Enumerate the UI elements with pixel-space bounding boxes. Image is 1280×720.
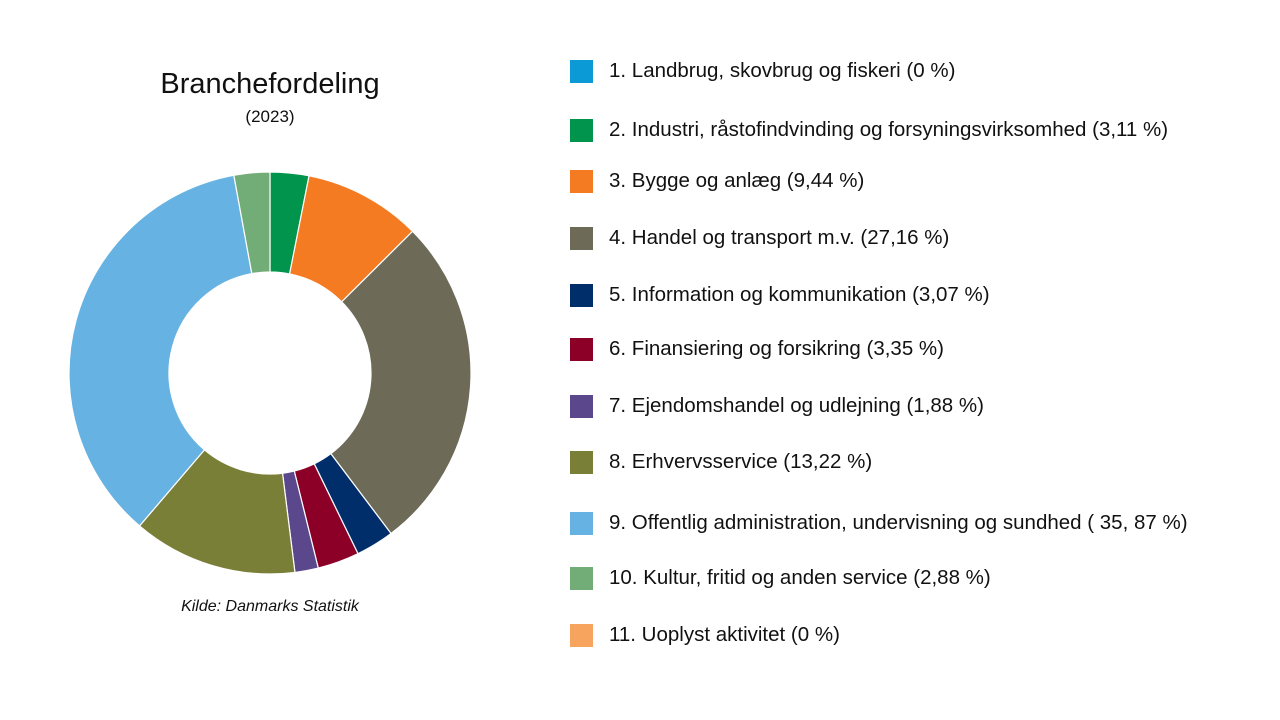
donut-slice-4 — [329, 230, 472, 535]
legend-item-4: 4. Handel og transport m.v. (27,16 %) — [570, 223, 949, 253]
legend-swatch-5 — [570, 283, 593, 307]
donut-chart — [68, 171, 472, 575]
legend-item-11: 11. Uoplyst aktivitet (0 %) — [570, 620, 840, 650]
chart-subtitle: (2023) — [245, 107, 295, 126]
legend-swatch-6 — [570, 337, 593, 361]
legend-label-5: 5. Information og kommunikation (3,07 %) — [609, 283, 990, 306]
legend-item-6: 6. Finansiering og forsikring (3,35 %) — [570, 334, 944, 364]
legend-label-10: 10. Kultur, fritid og anden service (2,8… — [609, 566, 991, 589]
donut-slice-10 — [233, 171, 271, 275]
legend-item-9: 9. Offentlig administration, undervisnin… — [570, 508, 1188, 538]
legend-item-8: 8. Erhvervsservice (13,22 %) — [570, 447, 872, 477]
chart-title: Branchefordeling — [160, 68, 380, 100]
legend-swatch-10 — [570, 566, 593, 590]
legend-label-4: 4. Handel og transport m.v. (27,16 %) — [609, 226, 950, 249]
legend-item-2: 2. Industri, råstofindvinding og forsyni… — [570, 115, 1168, 145]
legend-label-9: 9. Offentlig administration, undervisnin… — [609, 511, 1188, 534]
legend-item-10: 10. Kultur, fritid og anden service (2,8… — [570, 563, 991, 593]
legend-item-1: 1. Landbrug, skovbrug og fiskeri (0 %) — [570, 56, 955, 86]
legend-swatch-1 — [570, 59, 593, 83]
source-note: Kilde: Danmarks Statistik — [181, 598, 359, 615]
legend-swatch-4 — [570, 226, 593, 250]
legend-swatch-2 — [570, 118, 593, 142]
donut-slice-9 — [68, 174, 253, 527]
chart-legend: 1. Landbrug, skovbrug og fiskeri (0 %) 2.… — [570, 0, 1270, 720]
legend-swatch-8 — [570, 450, 593, 474]
legend-item-3: 3. Bygge og anlæg (9,44 %) — [570, 166, 864, 196]
legend-label-2: 2. Industri, råstofindvinding og forsyni… — [609, 118, 1169, 141]
legend-swatch-11 — [570, 623, 593, 647]
legend-label-6: 6. Finansiering og forsikring (3,35 %) — [609, 337, 944, 360]
legend-label-7: 7. Ejendomshandel og udlejning (1,88 %) — [609, 394, 984, 417]
legend-swatch-9 — [570, 511, 593, 535]
legend-swatch-7 — [570, 394, 593, 418]
legend-label-1: 1. Landbrug, skovbrug og fiskeri (0 %) — [609, 59, 956, 82]
legend-label-8: 8. Erhvervsservice (13,22 %) — [609, 450, 873, 473]
legend-swatch-3 — [570, 169, 593, 193]
legend-item-7: 7. Ejendomshandel og udlejning (1,88 %) — [570, 391, 984, 421]
legend-item-5: 5. Information og kommunikation (3,07 %) — [570, 280, 990, 310]
legend-label-11: 11. Uoplyst aktivitet (0 %) — [609, 623, 840, 646]
legend-label-3: 3. Bygge og anlæg (9,44 %) — [609, 169, 865, 192]
